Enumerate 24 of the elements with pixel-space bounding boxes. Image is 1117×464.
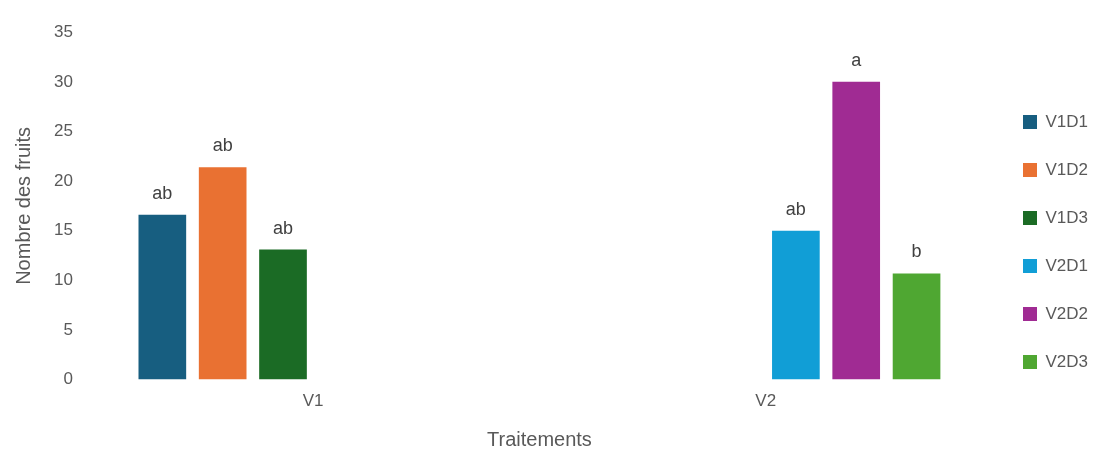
data-label: b [911, 241, 922, 262]
y-axis-title: Nombre des fruits [11, 126, 34, 285]
y-tick-label: 25 [53, 121, 73, 141]
data-label: ab [152, 182, 173, 203]
data-label: ab [212, 135, 233, 156]
x-tick-label: V2 [755, 391, 777, 411]
legend-label: V1D1 [1045, 111, 1089, 131]
x-axis-title: Traitements [487, 427, 592, 450]
y-tick-label: 35 [53, 21, 73, 41]
y-tick-label: 15 [53, 220, 73, 240]
data-label: a [851, 49, 863, 70]
y-tick-label: 5 [63, 319, 73, 339]
data-label: ab [272, 217, 294, 238]
y-tick-label: 20 [53, 170, 73, 190]
x-tick-label: V1 [302, 391, 324, 411]
y-tick-label: 10 [53, 270, 73, 290]
legend-label: V2D2 [1045, 303, 1089, 323]
legend-label: V1D3 [1045, 207, 1089, 227]
data-label: ab [785, 198, 806, 219]
legend-label: V1D2 [1045, 159, 1089, 179]
y-tick-label: 0 [63, 369, 73, 389]
legend-label: V2D1 [1045, 255, 1089, 275]
y-tick-label: 30 [53, 71, 73, 91]
legend-label: V2D3 [1045, 351, 1089, 371]
